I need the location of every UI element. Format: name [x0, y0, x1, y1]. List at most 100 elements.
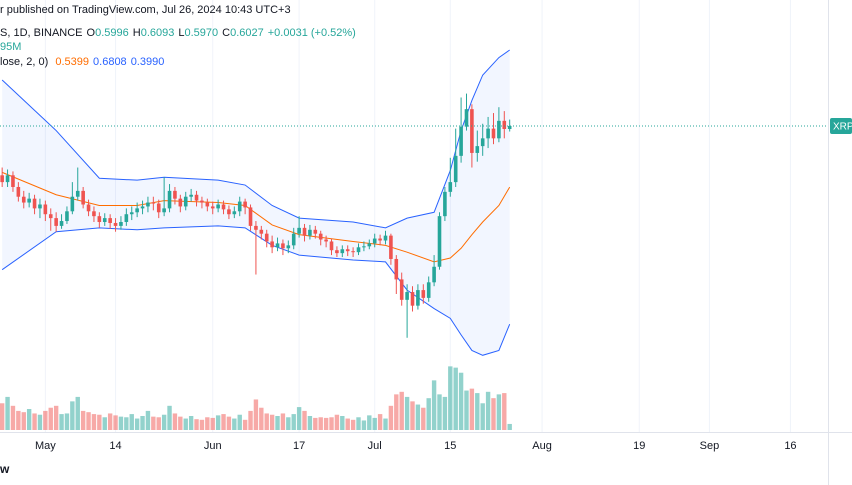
band-upper: [1, 49, 510, 229]
candle-body: [119, 222, 123, 226]
volume-bar: [210, 417, 215, 430]
candle-body: [291, 233, 296, 246]
legend-key: O: [86, 27, 96, 39]
bb-legend: lose, 2, 0) 0.5399 0.6808 0.3990: [0, 56, 168, 68]
volume-bar: [280, 413, 286, 430]
volume-bar: [80, 410, 86, 430]
candle-body: [210, 206, 215, 209]
volume-bar: [399, 391, 404, 430]
x-tick-label: May: [35, 440, 56, 452]
volume-bar: [107, 413, 113, 430]
candle-body: [491, 128, 496, 139]
volume-bar: [485, 391, 491, 430]
candle-body: [0, 175, 4, 183]
candle-body: [329, 241, 334, 251]
candle-body: [124, 214, 129, 223]
volume-bar: [156, 417, 161, 430]
volume-bar: [194, 419, 199, 430]
band-fill: [2, 50, 510, 356]
candle-body: [227, 209, 231, 215]
candle-body: [437, 216, 442, 267]
volume-bar: [86, 412, 91, 430]
published-line: r published on TradingView.com, Jul 26, …: [0, 4, 295, 16]
candle-body: [86, 204, 91, 212]
candle-body: [16, 186, 21, 197]
candle-body: [453, 155, 458, 183]
volume-bar: [161, 414, 167, 430]
volume-bar: [129, 414, 134, 430]
volume-legend: 95M: [0, 41, 25, 53]
volume-bar: [361, 420, 367, 430]
candle-body: [308, 229, 312, 236]
volume-bar: [242, 419, 248, 430]
volume-bar: [205, 417, 210, 430]
candle-body: [356, 247, 361, 253]
volume-bar: [475, 393, 480, 430]
candle-body: [259, 229, 264, 234]
volume-bar: [10, 405, 16, 430]
candle-body: [335, 250, 339, 254]
x-tick-label: 16: [784, 440, 796, 452]
candle-body: [378, 238, 382, 241]
volume-bar: [75, 396, 80, 430]
candle-body: [302, 227, 307, 236]
candle-body: [464, 109, 469, 127]
candle-body: [475, 146, 480, 153]
bb-name: lose, 2, 0): [0, 56, 49, 68]
volume-bar: [26, 409, 32, 430]
candle-body: [345, 249, 350, 252]
candle-body: [194, 194, 199, 201]
candle-body: [232, 211, 237, 215]
volume-value: 95M: [0, 41, 22, 53]
candle-body: [140, 206, 145, 209]
candle-body: [286, 245, 291, 249]
candle-body: [275, 243, 280, 248]
candle-body: [54, 218, 58, 226]
volume-bar: [215, 415, 221, 430]
volume-bar: [253, 399, 259, 430]
volume-bar: [286, 417, 291, 430]
volume-bar: [437, 394, 442, 430]
volume-bar: [178, 416, 183, 430]
volume-bar: [313, 417, 318, 430]
volume-bar: [259, 407, 264, 430]
volume-bar: [237, 414, 242, 430]
candle-body: [162, 208, 166, 213]
candle-body: [351, 251, 355, 253]
volume-bar: [118, 416, 124, 430]
candle-body: [367, 243, 372, 247]
symbol: S, 1D, BINANCE: [0, 27, 83, 39]
band-lower: [1, 225, 511, 356]
volume-bar: [302, 410, 307, 430]
volume-bar: [248, 410, 253, 430]
candle-body: [11, 175, 15, 187]
candle-body: [237, 201, 242, 212]
x-tick-label: 14: [109, 440, 121, 452]
volume-bar: [491, 398, 496, 430]
volume-bar: [43, 410, 48, 430]
candle-body: [70, 196, 75, 212]
legend-value: 0.5970: [184, 27, 219, 39]
legend-value: 0.6093: [140, 27, 175, 39]
candle-body: [178, 198, 183, 207]
volume-bar: [496, 394, 502, 430]
volume-bar: [340, 416, 345, 430]
volume-bar: [507, 423, 512, 430]
candle-body: [21, 196, 26, 203]
volume-bar: [318, 417, 323, 430]
candle-body: [108, 218, 112, 223]
candle-body: [92, 211, 96, 217]
candle-body: [205, 202, 210, 207]
volume-bar: [113, 415, 118, 430]
volume-bar: [453, 367, 458, 430]
candle-body: [405, 292, 409, 300]
legend-value: 0.6027: [230, 27, 264, 39]
volume-bar: [221, 414, 226, 430]
candle-body: [426, 282, 431, 298]
candle-body: [281, 243, 285, 249]
volume-bar: [151, 416, 156, 430]
candle-body: [243, 201, 247, 208]
volume-bar: [124, 417, 129, 430]
candle-body: [216, 204, 220, 209]
candle-body: [264, 233, 269, 242]
